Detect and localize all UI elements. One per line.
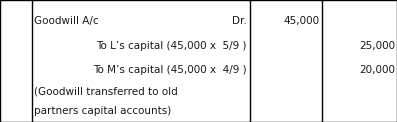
Text: To M’s capital (45,000 x  4/9 ): To M’s capital (45,000 x 4/9 ) [93,65,247,75]
Text: partners capital accounts): partners capital accounts) [34,106,171,116]
Text: Dr.: Dr. [232,16,247,26]
Text: Goodwill A/c: Goodwill A/c [34,16,98,26]
Text: 45,000: 45,000 [283,16,320,26]
Text: 25,000: 25,000 [359,41,395,51]
Text: (Goodwill transferred to old: (Goodwill transferred to old [34,86,177,97]
Text: To L’s capital (45,000 x  5/9 ): To L’s capital (45,000 x 5/9 ) [96,41,247,51]
Text: 20,000: 20,000 [359,65,395,75]
